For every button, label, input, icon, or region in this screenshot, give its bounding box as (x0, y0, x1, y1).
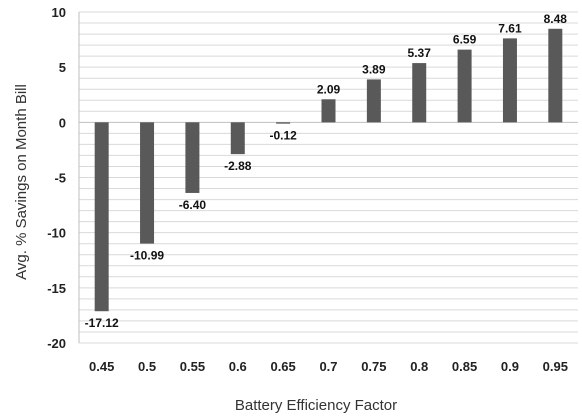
x-axis-ticks: 0.45 0.5 0.55 0.6 0.65 0.7 0.75 0.8 0.85 0.9 0.95 (89, 359, 568, 374)
bar (140, 122, 155, 244)
bar (94, 122, 109, 312)
data-labels: -17.12 -10.99 -6.40 -2.88 -0.12 2.09 3.89 5.37 6… (85, 12, 568, 330)
data-label: -0.12 (269, 129, 297, 143)
y-tick-label: 5 (59, 60, 66, 75)
data-label: 2.09 (317, 82, 341, 96)
x-tick-label: 0.9 (501, 359, 519, 374)
x-tick-label: 0.55 (180, 359, 205, 374)
x-tick-label: 0.85 (452, 359, 477, 374)
x-tick-label: 0.7 (319, 359, 337, 374)
x-tick-label: 0.75 (361, 359, 386, 374)
bars (94, 28, 563, 312)
x-tick-label: 0.6 (229, 359, 247, 374)
x-tick-label: 0.8 (410, 359, 428, 374)
y-tick-label: -15 (47, 281, 66, 296)
bar (366, 79, 381, 123)
y-tick-label: 0 (59, 115, 66, 130)
y-axis-ticks: 10 5 0 -5 -10 -15 -20 (47, 5, 66, 351)
bar (412, 63, 427, 123)
data-label: 7.61 (498, 21, 522, 35)
x-axis-title: Battery Efficiency Factor (235, 397, 397, 414)
data-label: 5.37 (408, 46, 432, 60)
bar (230, 122, 245, 155)
y-tick-label: -20 (47, 336, 66, 351)
bar (321, 99, 336, 123)
x-tick-label: 0.95 (543, 359, 568, 374)
y-tick-label: -10 (47, 226, 66, 241)
data-label: -2.88 (224, 159, 252, 173)
bar (548, 28, 563, 123)
data-label: -10.99 (130, 249, 164, 263)
gridlines (78, 11, 578, 344)
data-label: -17.12 (85, 316, 119, 330)
y-tick-label: 10 (52, 5, 66, 20)
x-tick-label: 0.5 (138, 359, 156, 374)
data-label: 3.89 (362, 62, 386, 76)
data-label: -6.40 (179, 198, 207, 212)
y-tick-label: -5 (54, 171, 66, 186)
x-tick-label: 0.65 (270, 359, 295, 374)
data-label: 8.48 (544, 12, 568, 26)
bar (502, 38, 517, 123)
y-axis-title: Avg. % Savings on Month Bill (13, 84, 30, 280)
x-tick-label: 0.45 (89, 359, 114, 374)
bar (185, 122, 200, 193)
bar (457, 49, 472, 123)
data-label: 6.59 (453, 33, 477, 47)
bar (276, 122, 291, 124)
